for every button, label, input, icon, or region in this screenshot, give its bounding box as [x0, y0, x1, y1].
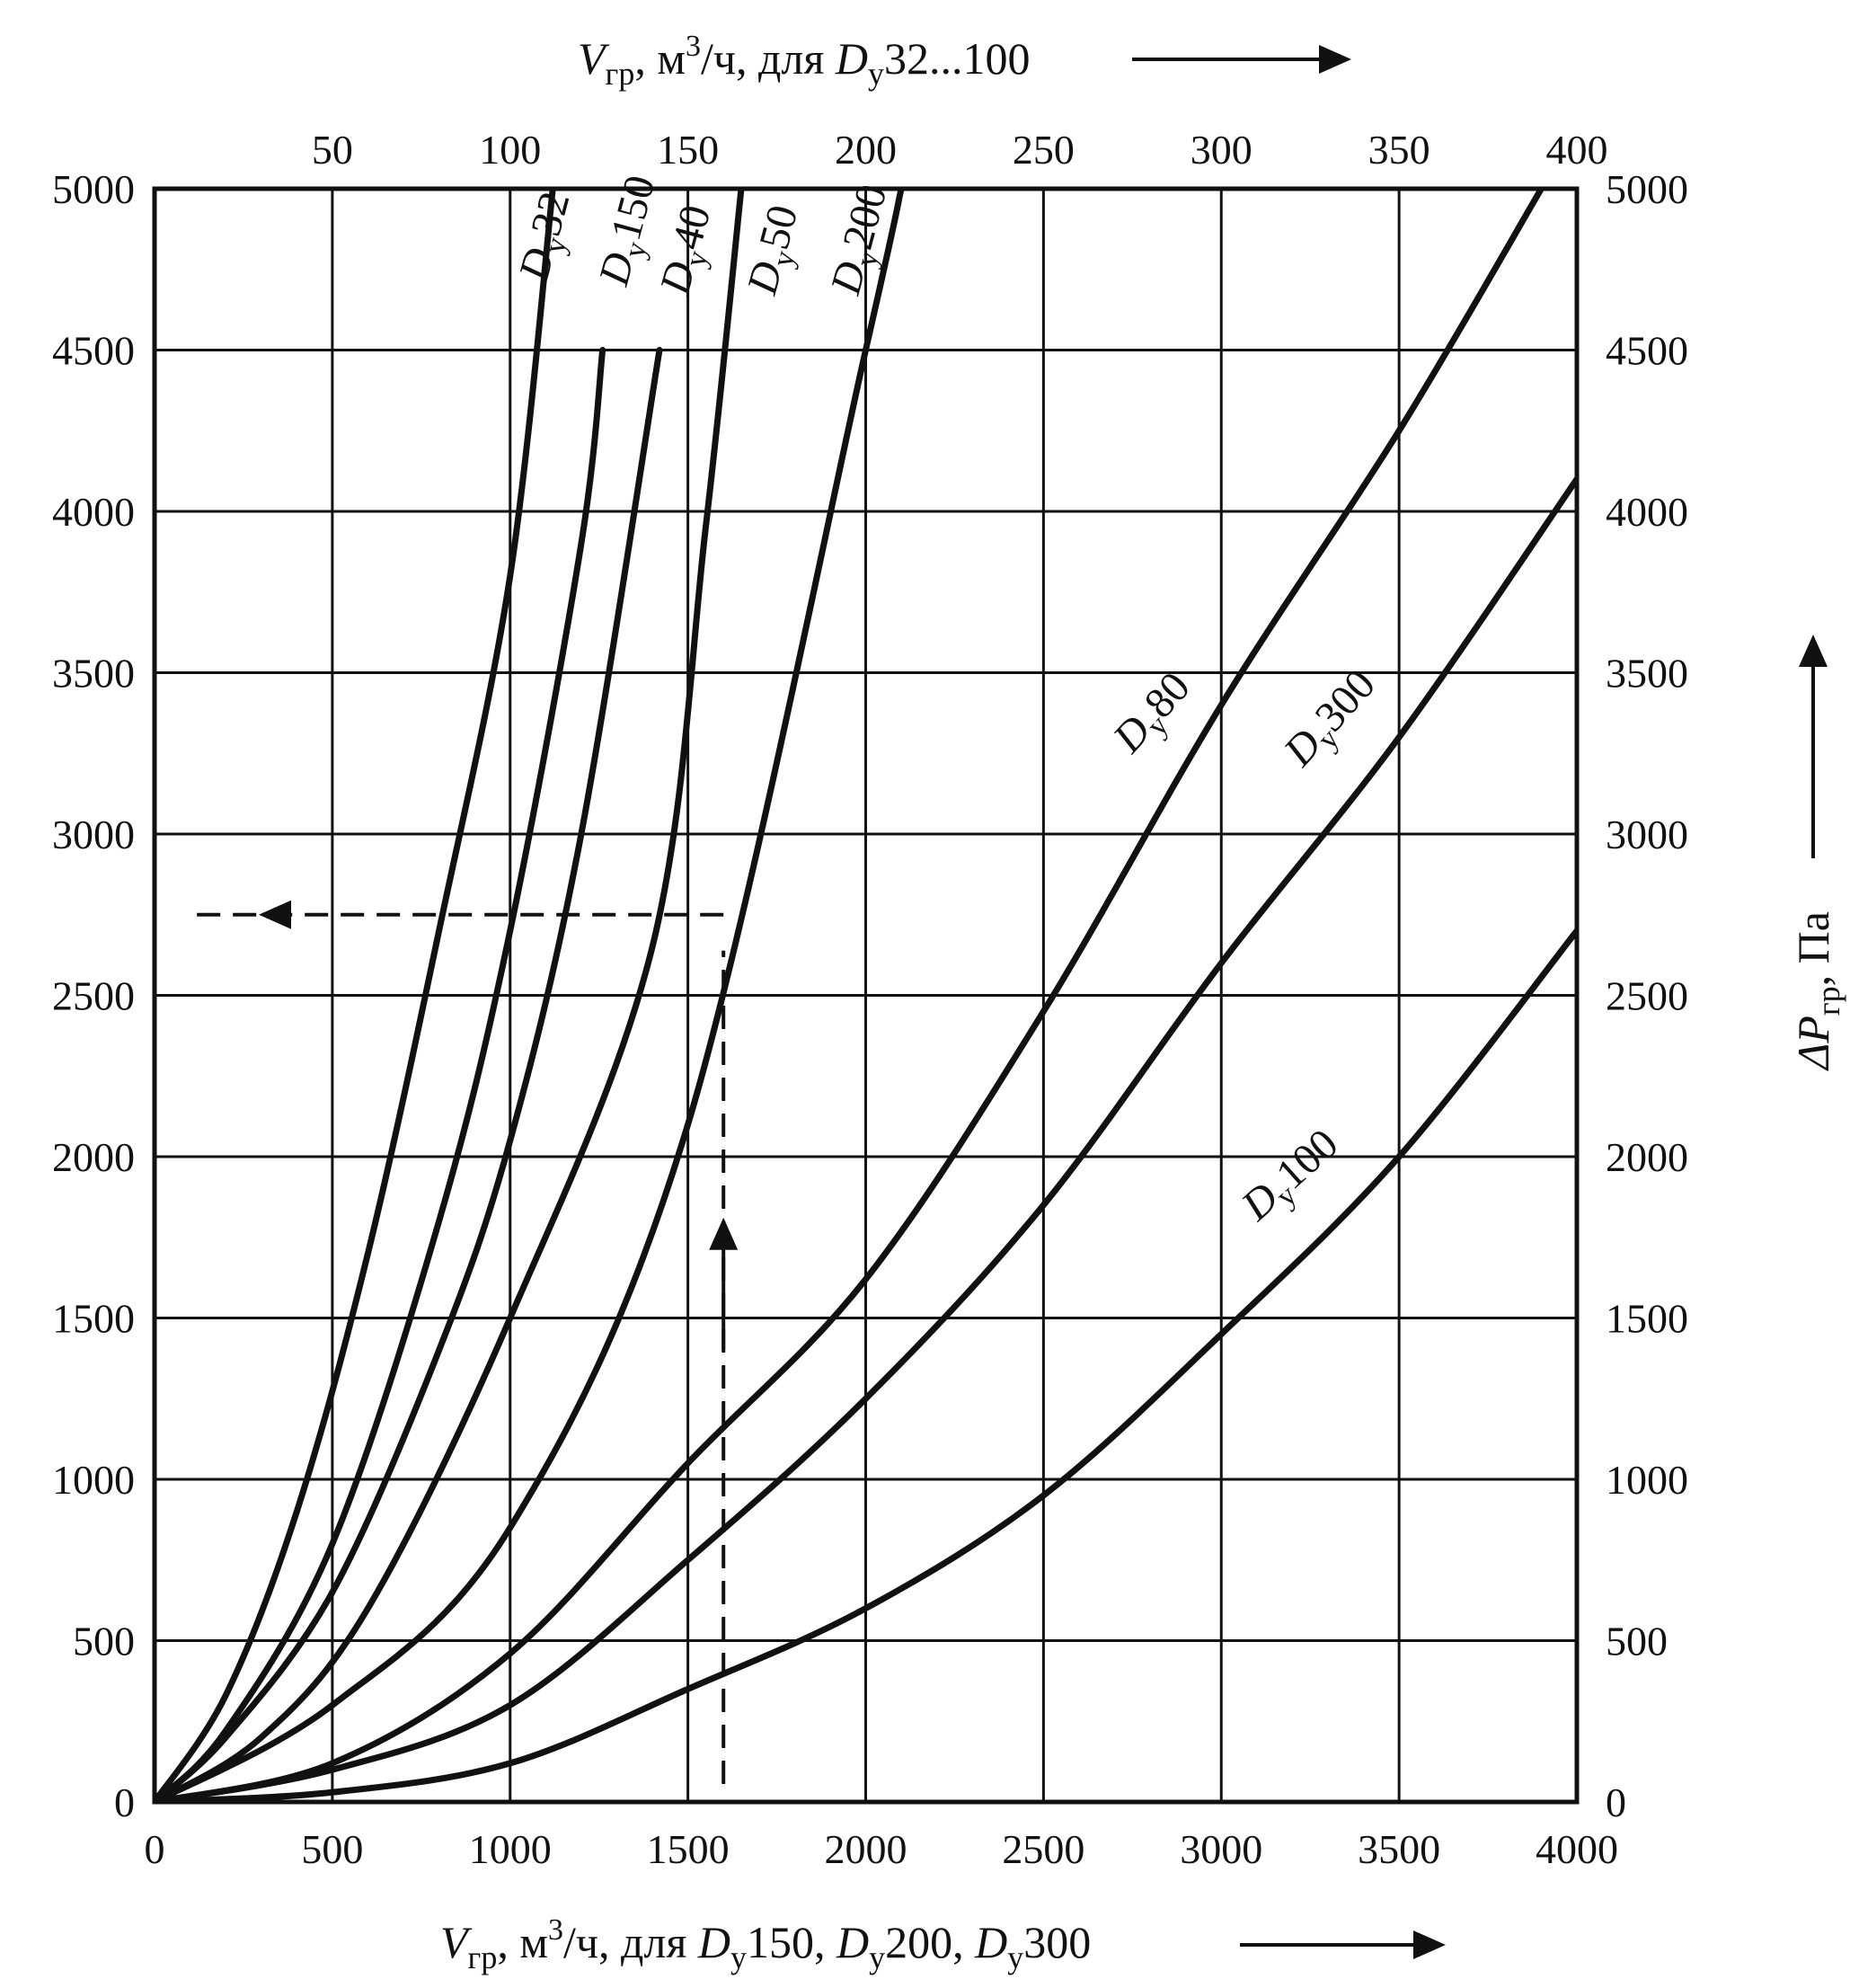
- x-top-tick-label: 350: [1368, 127, 1430, 173]
- series-label-Dy300: Dу300: [1274, 661, 1389, 780]
- x-bottom-tick-label: 4000: [1536, 1826, 1618, 1872]
- x-bottom-tick-label: 2500: [1002, 1826, 1084, 1872]
- x-bottom-tick-label: 2000: [825, 1826, 907, 1872]
- x-bottom-tick-label: 3000: [1180, 1826, 1262, 1872]
- y-left-tick-label: 0: [114, 1779, 135, 1825]
- series-label-Dy32: Dу32: [509, 187, 585, 288]
- y-right-tick-label: 3500: [1606, 651, 1688, 697]
- x-top-tick-label: 50: [312, 127, 353, 173]
- x-top-tick-label: 250: [1013, 127, 1075, 173]
- grid: [152, 186, 1580, 1805]
- x-top-tick-label: 100: [479, 127, 541, 173]
- x-bottom-tick-label: 500: [301, 1826, 363, 1872]
- y-right-tick-label: 2000: [1606, 1134, 1688, 1180]
- y-axis-title: ΔPгр, Па: [1788, 911, 1846, 1071]
- series-line-Dy32: [155, 189, 556, 1802]
- series-line-Dy40: [155, 347, 663, 1802]
- axis-titles: Vгр, м3/ч, для Dу150, Dу200, Dу300 Vгр, м…: [440, 30, 1846, 1975]
- y-right-tick-label: 2500: [1606, 973, 1688, 1019]
- series-line-Dy80: [155, 189, 1545, 1802]
- x-bottom-tick-label: 1000: [469, 1826, 552, 1872]
- y-right-tick-label: 1500: [1606, 1296, 1688, 1342]
- y-left-tick-label: 4000: [52, 489, 135, 535]
- y-right-tick-label: 1000: [1606, 1457, 1688, 1503]
- y-left-tick-label: 1500: [52, 1296, 135, 1342]
- series-line-Dy150: [155, 347, 606, 1802]
- y-right-tick-label: 4000: [1606, 489, 1688, 535]
- plot-frame: [152, 186, 1580, 1805]
- x-bottom-tick-label: 0: [145, 1826, 165, 1872]
- x-bottom-tick-label: 1500: [647, 1826, 730, 1872]
- x-bottom-axis-title: Vгр, м3/ч, для Dу150, Dу200, Dу300: [440, 1913, 1091, 1975]
- y-right-tick-label: 500: [1606, 1619, 1668, 1664]
- y-right-tick-label: 4500: [1606, 328, 1688, 374]
- x-top-axis-title: Vгр, м3/ч, для Dу32...100: [578, 30, 1031, 92]
- curves: [155, 189, 1577, 1802]
- series-label-Dy50: Dу50: [738, 200, 813, 302]
- example-path: [190, 900, 739, 1784]
- y-right-tick-label: 3000: [1606, 812, 1688, 857]
- y-left-tick-label: 4500: [52, 328, 135, 374]
- y-left-tick-label: 2000: [52, 1134, 135, 1180]
- y-left-tick-label: 500: [73, 1619, 135, 1664]
- series-label-Dy80: Dу80: [1103, 663, 1204, 767]
- series-line-Dy50: [155, 189, 745, 1802]
- x-top-tick-label: 150: [657, 127, 719, 173]
- series-line-Dy200: [155, 189, 905, 1802]
- x-top-tick-label: 200: [835, 127, 897, 173]
- y-left-tick-label: 3500: [52, 651, 135, 697]
- y-left-tick-label: 3000: [52, 812, 135, 857]
- x-bottom-tick-label: 3500: [1358, 1826, 1440, 1872]
- series-label-Dy100: Dу100: [1232, 1120, 1351, 1235]
- y-right-tick-label: 0: [1606, 1779, 1626, 1825]
- series-label-Dy40: Dу40: [651, 200, 726, 302]
- x-top-tick-label: 400: [1546, 127, 1608, 173]
- y-left-tick-label: 1000: [52, 1457, 135, 1503]
- series-line-Dy300: [155, 475, 1577, 1802]
- series-line-Dy100: [155, 927, 1577, 1802]
- x-top-tick-label: 300: [1191, 127, 1253, 173]
- y-left-tick-label: 2500: [52, 973, 135, 1019]
- y-right-tick-label: 5000: [1606, 166, 1688, 212]
- y-left-tick-label: 5000: [52, 166, 135, 212]
